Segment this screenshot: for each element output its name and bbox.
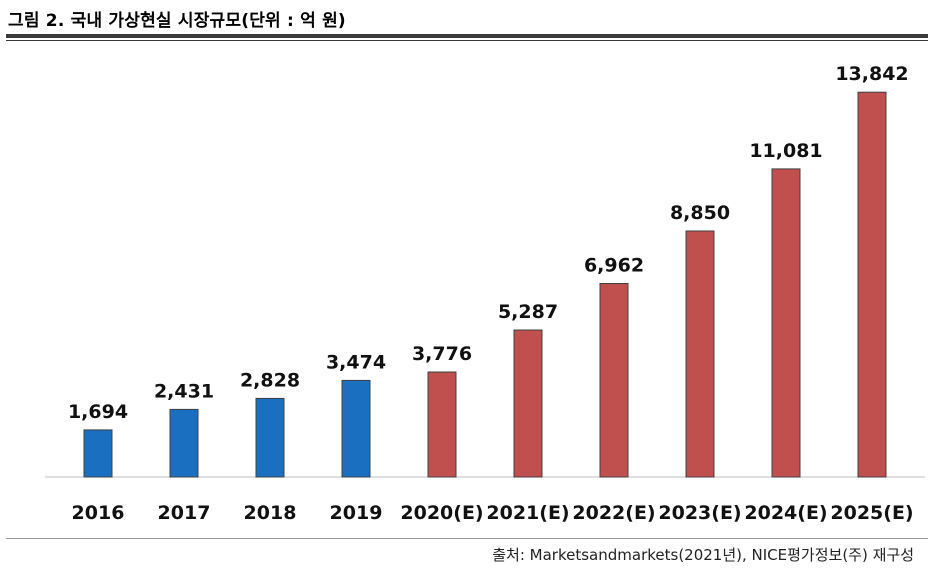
data-label-2016: 1,694 xyxy=(68,401,128,423)
bar-2024(E) xyxy=(771,168,801,478)
x-tick-label-2019: 2019 xyxy=(330,502,383,524)
x-tick-label-2021(E): 2021(E) xyxy=(486,502,569,524)
chart-title: 그림 2. 국내 가상현실 시장규모(단위 : 억 원) xyxy=(8,11,346,31)
bar-2021(E) xyxy=(513,329,543,478)
x-tick-label-2025(E): 2025(E) xyxy=(830,502,913,524)
bar-2022(E) xyxy=(599,283,629,478)
x-tick-label-2024(E): 2024(E) xyxy=(744,502,827,524)
x-tick-label-2020(E): 2020(E) xyxy=(400,502,483,524)
data-label-2020(E): 3,776 xyxy=(412,343,472,365)
bar-2016 xyxy=(83,429,113,478)
data-label-2024(E): 11,081 xyxy=(749,140,822,162)
title-rule-thin xyxy=(6,40,928,41)
bar-2020(E) xyxy=(427,371,457,478)
data-label-2017: 2,431 xyxy=(154,380,214,402)
source-note: 출처: Marketsandmarkets(2021년), NICE평가정보(주… xyxy=(492,546,914,564)
data-label-2021(E): 5,287 xyxy=(498,301,558,323)
bar-2018 xyxy=(255,397,285,478)
data-label-2018: 2,828 xyxy=(240,369,300,391)
title-rule xyxy=(6,34,928,38)
bar-2023(E) xyxy=(685,230,715,478)
bar-2025(E) xyxy=(857,91,887,478)
x-tick-label-2018: 2018 xyxy=(244,502,297,524)
x-tick-label-2022(E): 2022(E) xyxy=(572,502,655,524)
x-tick-label-2017: 2017 xyxy=(158,502,211,524)
bottom-rule xyxy=(6,538,928,539)
bar-2017 xyxy=(169,408,199,478)
data-label-2023(E): 8,850 xyxy=(670,202,730,224)
data-label-2022(E): 6,962 xyxy=(584,255,644,277)
data-label-2019: 3,474 xyxy=(326,351,386,373)
x-tick-label-2023(E): 2023(E) xyxy=(658,502,741,524)
bar-2019 xyxy=(341,379,371,478)
data-label-2025(E): 13,842 xyxy=(835,63,908,85)
x-tick-label-2016: 2016 xyxy=(72,502,125,524)
